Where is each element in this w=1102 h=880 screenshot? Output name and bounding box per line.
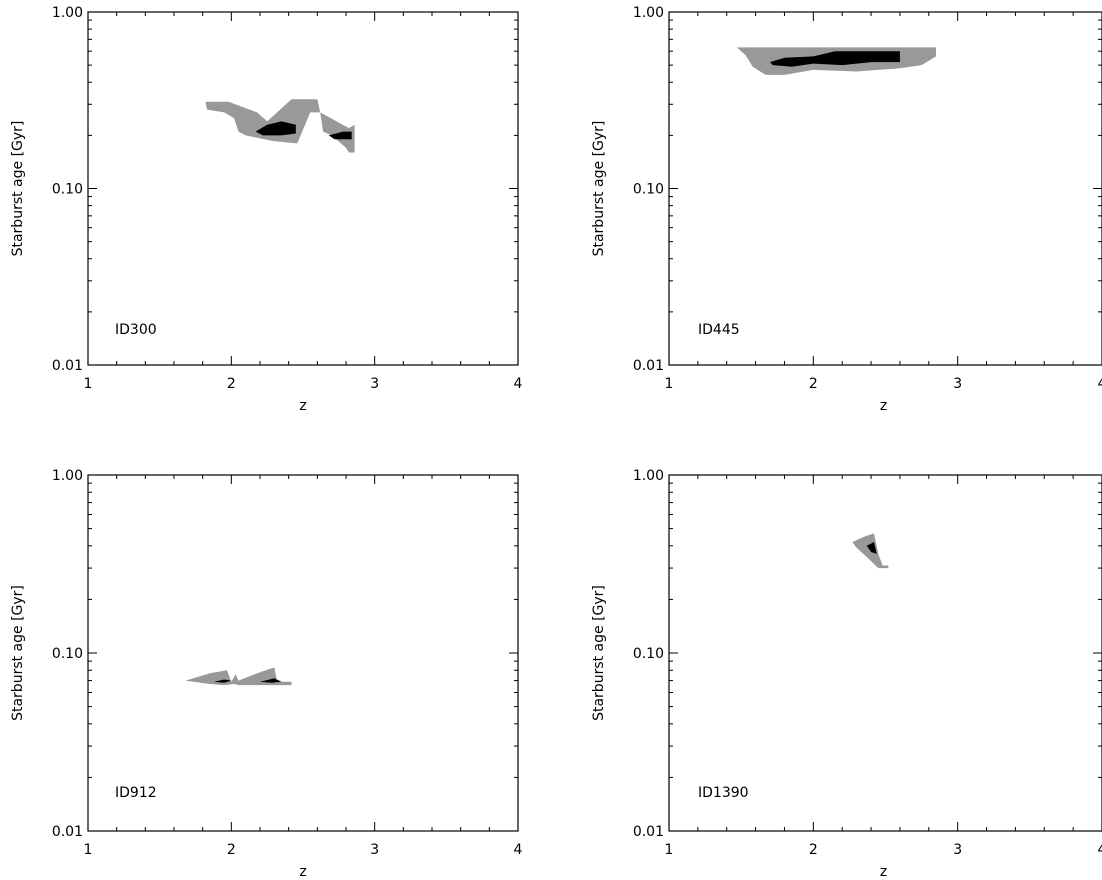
x-axis-title: z xyxy=(299,864,306,880)
y-tick-label: 1.00 xyxy=(52,468,83,484)
chart-panel-2: 1 2 3 4 0.01 0.10 1.00 z Starburst age [Gyr] ID44… xyxy=(591,5,1102,414)
y-tick-label: 0.01 xyxy=(633,824,664,840)
x-tick-label: 1 xyxy=(665,376,674,392)
panel-id-label: ID1390 xyxy=(698,785,749,801)
plot-frame xyxy=(87,11,519,366)
y-tick-label: 0.01 xyxy=(52,358,83,374)
y-axis-title: Starburst age [Gyr] xyxy=(10,121,26,257)
x-tick-label: 1 xyxy=(84,842,93,858)
x-tick-label: 4 xyxy=(1098,376,1102,392)
y-tick-label: 0.01 xyxy=(633,358,664,374)
x-tick-label: 3 xyxy=(953,376,962,392)
contour-inner-3 xyxy=(328,131,352,140)
y-axis-title: Starburst age [Gyr] xyxy=(591,585,607,721)
y-tick-label: 1.00 xyxy=(52,5,83,21)
x-tick-label: 3 xyxy=(370,376,379,392)
y-tick-label: 0.10 xyxy=(52,182,83,198)
x-axis-title: z xyxy=(299,398,306,414)
x-axis-title: z xyxy=(880,864,887,880)
y-axis-title: Starburst age [Gyr] xyxy=(591,121,607,257)
x-tick-label: 2 xyxy=(227,842,236,858)
panel-id-label: ID912 xyxy=(115,785,157,801)
panel-id-label: ID445 xyxy=(698,322,740,338)
panel-id-label: ID300 xyxy=(115,322,157,338)
x-tick-label: 2 xyxy=(809,376,818,392)
x-tick-label: 3 xyxy=(953,842,962,858)
x-tick-label: 4 xyxy=(514,842,523,858)
x-tick-label: 2 xyxy=(809,842,818,858)
contour-inner-2 xyxy=(255,121,296,136)
x-tick-label: 2 xyxy=(227,376,236,392)
chart-panel-4: 1 2 3 4 0.01 0.10 1.00 z Starburst age [Gyr] ID13… xyxy=(591,468,1102,880)
y-tick-label: 1.00 xyxy=(633,468,664,484)
y-tick-label: 0.01 xyxy=(52,824,83,840)
y-tick-label: 0.10 xyxy=(52,646,83,662)
chart-panel-3: 1 2 3 4 0.01 0.10 1.00 z Starburst age [Gyr] ID91… xyxy=(10,468,523,880)
x-tick-label: 3 xyxy=(370,842,379,858)
chart-panel-1: 1 2 3 4 0.01 0.10 1.00 z Starburst age [Gyr] ID30… xyxy=(10,5,523,414)
x-tick-label: 4 xyxy=(1098,842,1102,858)
x-tick-label: 4 xyxy=(514,376,523,392)
x-axis-title: z xyxy=(880,398,887,414)
contour-inner-2 xyxy=(214,679,232,683)
contour-inner-2 xyxy=(770,51,900,67)
contour-inner-2 xyxy=(866,542,877,554)
y-tick-label: 0.10 xyxy=(633,646,664,662)
contour-inner-3 xyxy=(260,678,282,683)
y-tick-label: 0.10 xyxy=(633,182,664,198)
y-axis-title: Starburst age [Gyr] xyxy=(10,585,26,721)
x-tick-label: 1 xyxy=(665,842,674,858)
contour-outer-1 xyxy=(185,667,292,686)
y-tick-label: 1.00 xyxy=(633,5,664,21)
plot-frame xyxy=(87,474,519,832)
x-tick-label: 1 xyxy=(84,376,93,392)
plot-frame xyxy=(668,474,1102,832)
